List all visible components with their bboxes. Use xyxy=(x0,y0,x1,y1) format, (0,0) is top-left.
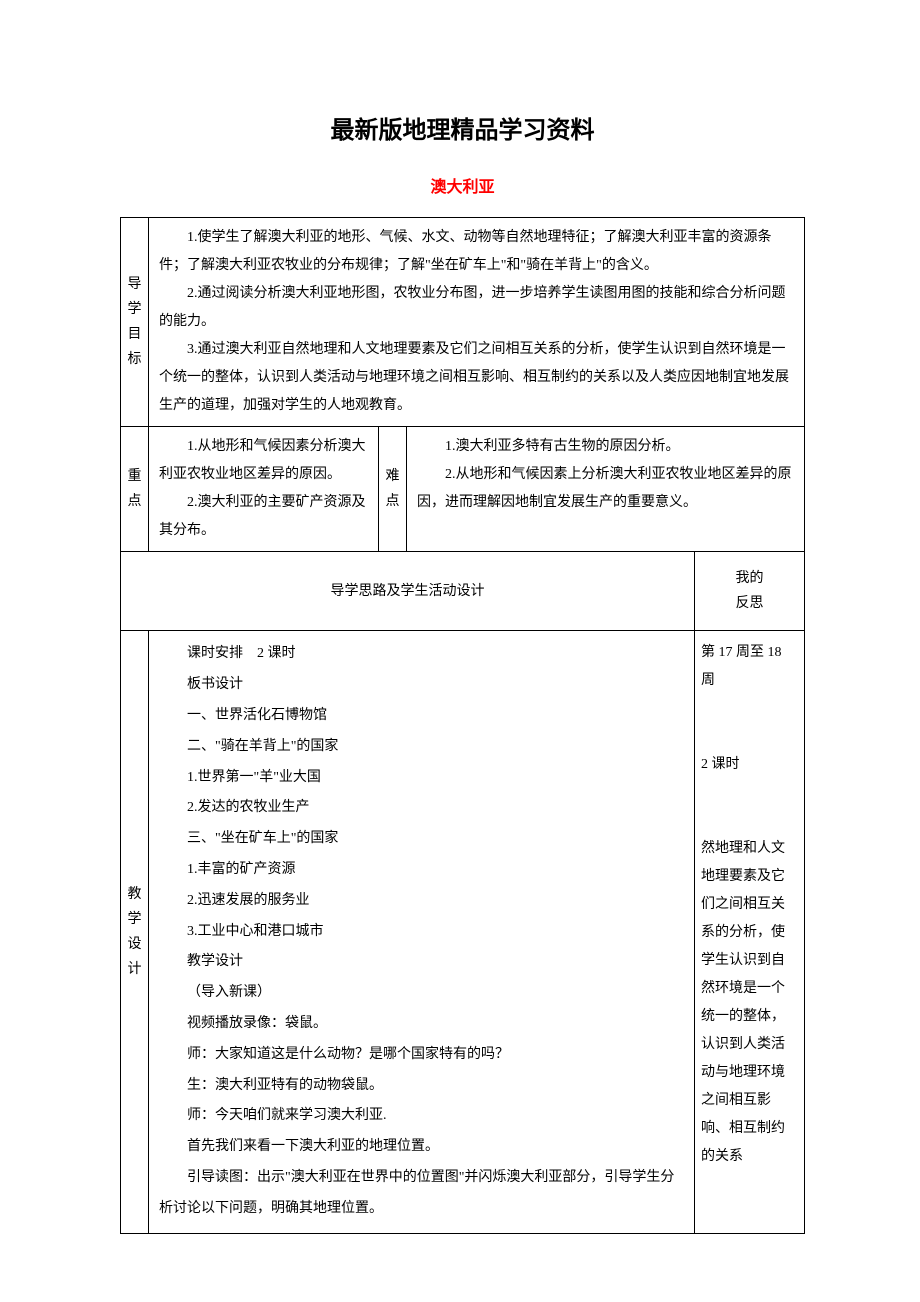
difficulties-label: 难点 xyxy=(379,427,407,552)
design-line-16: 首先我们来看一下澳大利亚的地理位置。 xyxy=(159,1132,684,1163)
main-title: 最新版地理精品学习资料 xyxy=(120,110,805,145)
reflection-block-3: 然地理和人文地理要素及它们之间相互关系的分析，使学生认识到自然环境是一个统一的整… xyxy=(701,835,798,1171)
keypoints-label-text: 重点 xyxy=(128,469,142,509)
design-line-13: 师：大家知道这是什么动物？是哪个国家特有的吗？ xyxy=(159,1040,684,1071)
design-line-15: 师：今天咱们就来学习澳大利亚. xyxy=(159,1101,684,1132)
design-line-5: 2.发达的农牧业生产 xyxy=(159,793,684,824)
goal-3: 3.通过澳大利亚自然地理和人文地理要素及它们之间相互关系的分析，使学生认识到自然… xyxy=(159,336,794,420)
reflection-header-text: 我的反思 xyxy=(736,571,764,611)
activity-header: 导学思路及学生活动设计 xyxy=(121,552,695,631)
difficulties-label-text: 难点 xyxy=(386,469,400,509)
goal-2: 2.通过阅读分析澳大利亚地形图，农牧业分布图，进一步培养学生读图用图的技能和综合… xyxy=(159,280,794,336)
keypoints-content: 1.从地形和气候因素分析澳大利亚农牧业地区差异的原因。 2.澳大利亚的主要矿产资… xyxy=(149,427,379,552)
keypoint-1: 1.从地形和气候因素分析澳大利亚农牧业地区差异的原因。 xyxy=(159,433,368,489)
difficulty-2: 2.从地形和气候因素上分析澳大利亚农牧业地区差异的原因，进而理解因地制宜发展生产… xyxy=(417,461,794,517)
goals-label: 导学目标 xyxy=(121,218,149,427)
design-line-17: 引导读图：出示"澳大利亚在世界中的位置图"并闪烁澳大利亚部分，引导学生分析讨论以… xyxy=(159,1163,684,1225)
keypoint-2: 2.澳大利亚的主要矿产资源及其分布。 xyxy=(159,489,368,545)
points-row: 重点 1.从地形和气候因素分析澳大利亚农牧业地区差异的原因。 2.澳大利亚的主要… xyxy=(121,427,805,552)
design-line-2: 一、世界活化石博物馆 xyxy=(159,701,684,732)
spacer-1 xyxy=(701,695,798,751)
reflection-block-2: 2 课时 xyxy=(701,751,798,779)
design-line-1: 板书设计 xyxy=(159,670,684,701)
design-label: 教学设计 xyxy=(121,631,149,1233)
design-line-11: （导入新课） xyxy=(159,978,684,1009)
design-line-3: 二、"骑在羊背上"的国家 xyxy=(159,732,684,763)
spacer-2 xyxy=(701,779,798,835)
design-line-9: 3.工业中心和港口城市 xyxy=(159,917,684,948)
design-line-12: 视频播放录像：袋鼠。 xyxy=(159,1009,684,1040)
design-row: 教学设计 课时安排 2 课时 板书设计 一、世界活化石博物馆 二、"骑在羊背上"… xyxy=(121,631,805,1233)
sub-title: 澳大利亚 xyxy=(120,173,805,197)
goals-label-text: 导学目标 xyxy=(128,277,142,368)
goals-content: 1.使学生了解澳大利亚的地形、气候、水文、动物等自然地理特征；了解澳大利亚丰富的… xyxy=(149,218,805,427)
goal-1: 1.使学生了解澳大利亚的地形、气候、水文、动物等自然地理特征；了解澳大利亚丰富的… xyxy=(159,224,794,280)
design-line-6: 三、"坐在矿车上"的国家 xyxy=(159,824,684,855)
design-label-text: 教学设计 xyxy=(128,887,142,978)
design-line-10: 教学设计 xyxy=(159,947,684,978)
goals-row: 导学目标 1.使学生了解澳大利亚的地形、气候、水文、动物等自然地理特征；了解澳大… xyxy=(121,218,805,427)
design-line-7: 1.丰富的矿产资源 xyxy=(159,855,684,886)
reflection-block-1: 第 17 周至 18 周 xyxy=(701,639,798,695)
reflection-content: 第 17 周至 18 周 2 课时 然地理和人文地理要素及它们之间相互关系的分析… xyxy=(695,631,805,1233)
section-header-row: 导学思路及学生活动设计 我的反思 xyxy=(121,552,805,631)
design-line-0: 课时安排 2 课时 xyxy=(159,639,684,670)
design-line-14: 生：澳大利亚特有的动物袋鼠。 xyxy=(159,1071,684,1102)
design-line-4: 1.世界第一"羊"业大国 xyxy=(159,763,684,794)
reflection-header: 我的反思 xyxy=(695,552,805,631)
design-content: 课时安排 2 课时 板书设计 一、世界活化石博物馆 二、"骑在羊背上"的国家 1… xyxy=(149,631,695,1233)
lesson-plan-table: 导学目标 1.使学生了解澳大利亚的地形、气候、水文、动物等自然地理特征；了解澳大… xyxy=(120,217,805,1234)
difficulty-1: 1.澳大利亚多特有古生物的原因分析。 xyxy=(417,433,794,461)
keypoints-label: 重点 xyxy=(121,427,149,552)
difficulties-content: 1.澳大利亚多特有古生物的原因分析。 2.从地形和气候因素上分析澳大利亚农牧业地… xyxy=(407,427,805,552)
design-line-8: 2.迅速发展的服务业 xyxy=(159,886,684,917)
